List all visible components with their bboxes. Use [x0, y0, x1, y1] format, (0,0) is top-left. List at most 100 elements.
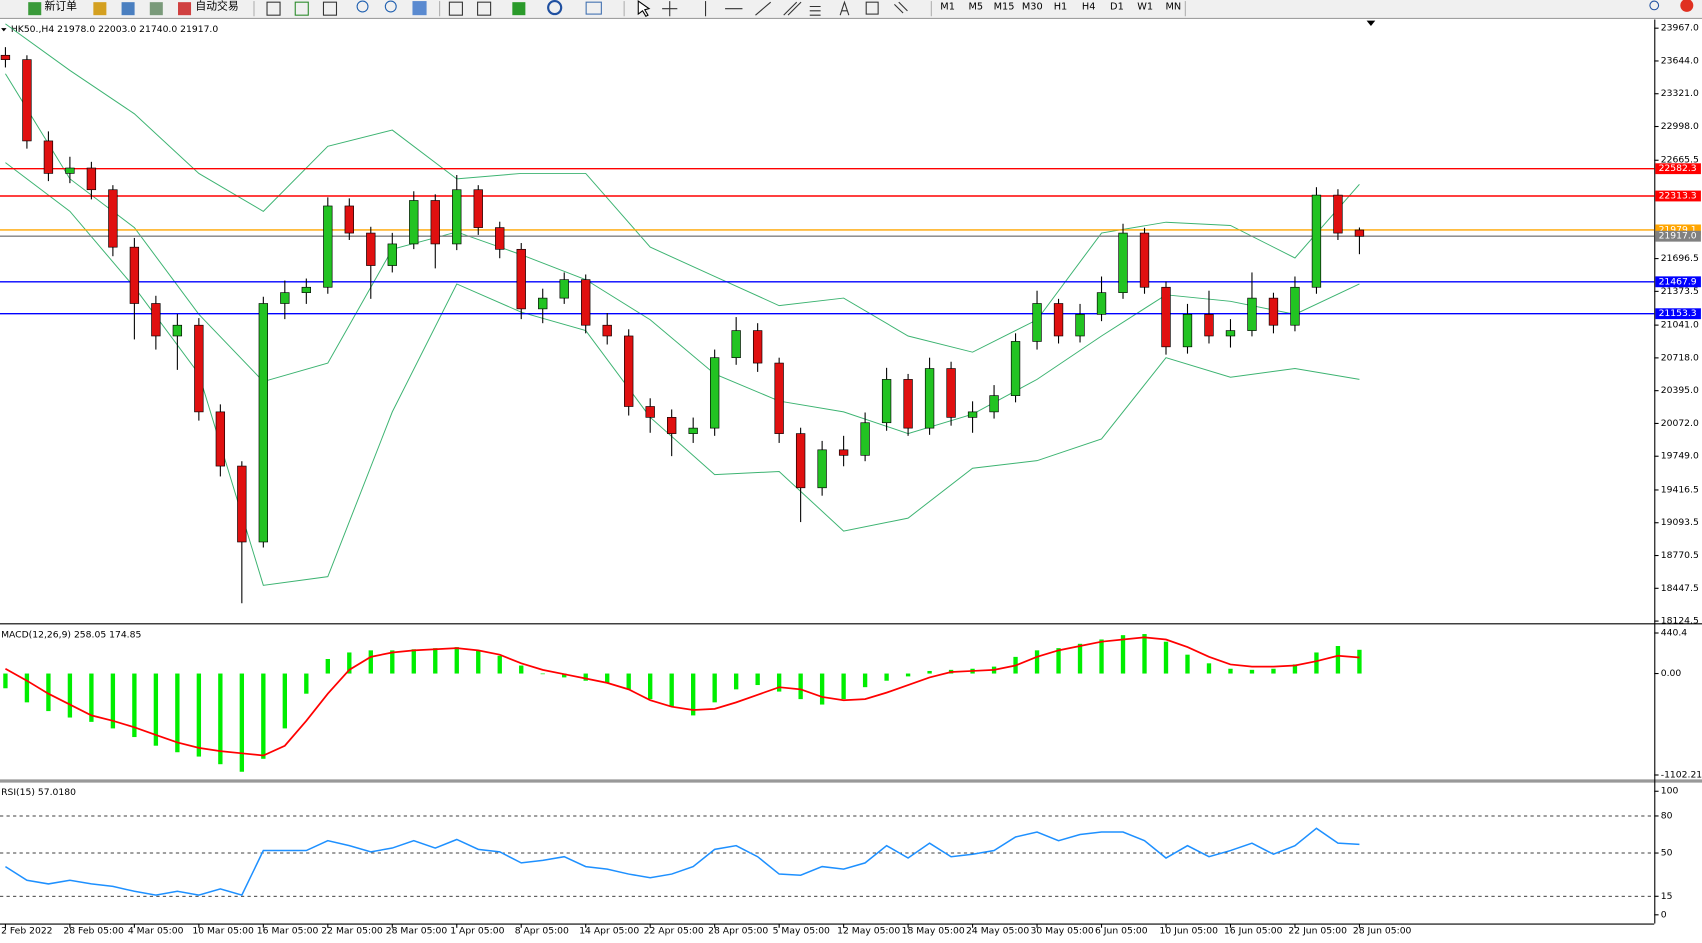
- line-chart-icon[interactable]: [322, 1, 338, 16]
- candle-body: [1182, 314, 1193, 348]
- macd-bar: [497, 655, 502, 674]
- candle-body: [237, 465, 247, 543]
- chart-shift-marker[interactable]: [1366, 20, 1376, 27]
- candle-chart-icon[interactable]: [294, 1, 309, 16]
- new-order-button[interactable]: 新订单: [45, 0, 78, 12]
- arrows-icon[interactable]: [894, 1, 908, 14]
- periods-icon[interactable]: [547, 0, 563, 16]
- timeframe-button[interactable]: M1: [940, 2, 955, 13]
- x-tick-label: 30 May 05:00: [1031, 926, 1094, 937]
- fibo-icon[interactable]: [809, 5, 821, 16]
- macd-bar: [755, 673, 760, 686]
- notification-icon[interactable]: [1680, 0, 1694, 12]
- x-tick-label: 10 Mar 05:00: [192, 926, 254, 937]
- macd-bar: [841, 673, 846, 700]
- bollinger-lower: [5, 162, 1360, 586]
- candle-body: [709, 357, 720, 429]
- tile-icon[interactable]: [412, 1, 427, 16]
- candle-body: [1139, 232, 1150, 288]
- x-tick-label: 16 Mar 05:00: [257, 926, 319, 937]
- x-tick-label: 5 May 05:00: [773, 926, 830, 937]
- tool-icon[interactable]: [149, 2, 163, 16]
- candle-body: [194, 324, 204, 413]
- macd-bar: [1271, 668, 1276, 674]
- macd-bar: [390, 650, 395, 674]
- y-tick-label: 19749.0: [1661, 451, 1699, 462]
- candle-body: [581, 279, 591, 326]
- macd-bar: [562, 673, 567, 678]
- candle-body: [495, 227, 505, 250]
- candle-body: [387, 243, 397, 266]
- label-icon[interactable]: [865, 1, 879, 15]
- tool-icon[interactable]: [93, 2, 107, 16]
- indicators-icon[interactable]: [512, 2, 526, 16]
- crosshair-icon[interactable]: [662, 1, 678, 17]
- candle-body: [1311, 194, 1322, 288]
- macd-bar: [1335, 646, 1341, 674]
- pane-menu-marker[interactable]: [1, 28, 7, 32]
- candle-body: [881, 379, 892, 424]
- candle-body: [667, 417, 677, 434]
- x-tick-label: 22 Apr 05:00: [644, 926, 704, 937]
- macd-bar: [1077, 643, 1083, 674]
- macd-bar: [1357, 649, 1362, 674]
- timeframe-button[interactable]: M30: [1022, 2, 1043, 13]
- timeframe-button[interactable]: H1: [1054, 2, 1068, 13]
- auto-trading-icon[interactable]: [178, 2, 192, 16]
- timeframe-button[interactable]: M15: [994, 2, 1015, 13]
- channel-icon[interactable]: [783, 1, 802, 16]
- candle-body: [1161, 286, 1171, 348]
- cursor-icon[interactable]: [637, 0, 651, 17]
- timeframe-button[interactable]: W1: [1137, 2, 1153, 13]
- candle-body: [1225, 330, 1236, 337]
- candle-body: [538, 297, 548, 310]
- y-tick-label: 440.4: [1661, 628, 1688, 639]
- candle-body: [1333, 194, 1343, 234]
- macd-bar: [819, 673, 825, 705]
- macd-bar: [1099, 639, 1104, 674]
- price-level-label: 22313.3: [1659, 191, 1697, 202]
- y-tick-label: 23644.0: [1661, 55, 1699, 66]
- templates-icon[interactable]: [585, 1, 602, 15]
- candle-body: [924, 368, 935, 429]
- candle-body: [602, 324, 612, 337]
- macd-bar: [1142, 634, 1147, 674]
- y-tick-label: 23967.0: [1661, 23, 1699, 34]
- macd-bar: [1120, 635, 1126, 674]
- timeframe-button[interactable]: MN: [1166, 2, 1182, 13]
- candle-body: [817, 449, 827, 489]
- zoom-in-icon[interactable]: [356, 0, 369, 13]
- shift-icon[interactable]: [477, 1, 492, 16]
- candle-body: [516, 248, 526, 310]
- zoom-out-icon[interactable]: [384, 0, 397, 13]
- trendline-icon[interactable]: [755, 1, 772, 16]
- x-tick-label: 14 Apr 05:00: [579, 926, 639, 937]
- candle-body: [946, 368, 956, 418]
- tool-icon[interactable]: [121, 2, 135, 16]
- timeframe-button[interactable]: H4: [1082, 2, 1096, 13]
- candle-body: [989, 395, 999, 413]
- text-icon[interactable]: [839, 0, 850, 16]
- candle-body: [860, 422, 870, 456]
- candle-body: [280, 292, 290, 304]
- timeframe-button[interactable]: M5: [969, 2, 984, 13]
- auto-trading-button[interactable]: 自动交易: [195, 0, 238, 12]
- bar-chart-icon[interactable]: [266, 1, 281, 16]
- search-icon[interactable]: [1649, 0, 1660, 11]
- x-tick-label: 1 Apr 05:00: [450, 926, 504, 937]
- new-order-icon[interactable]: [28, 2, 42, 16]
- macd-bar: [905, 673, 911, 677]
- y-tick-label: 15: [1661, 891, 1673, 902]
- price-level-tag: [1655, 163, 1701, 175]
- candle-body: [1204, 314, 1214, 337]
- autoscroll-icon[interactable]: [448, 1, 463, 16]
- timeframe-button[interactable]: D1: [1110, 2, 1124, 13]
- candle-body: [731, 330, 741, 359]
- macd-bar: [153, 673, 159, 746]
- macd-bar: [862, 673, 868, 688]
- candle-body: [1247, 297, 1257, 331]
- candle-body: [430, 200, 440, 245]
- price-level-label: 21153.3: [1659, 308, 1697, 319]
